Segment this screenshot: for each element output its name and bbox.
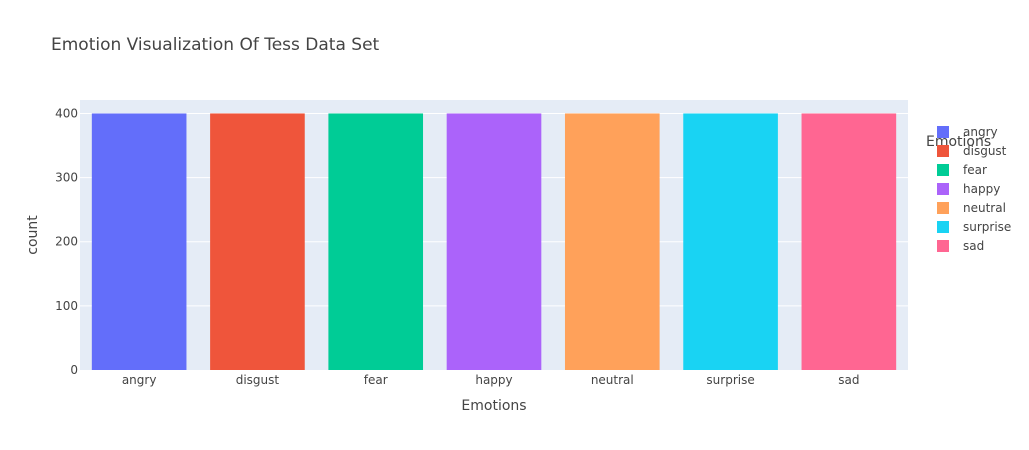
chart-title: Emotion Visualization Of Tess Data Set [51, 35, 380, 55]
legend-label[interactable]: sad [963, 239, 984, 253]
legend-swatch-surprise[interactable] [937, 221, 949, 233]
legend-label[interactable]: fear [963, 163, 987, 177]
legend-swatch-angry[interactable] [937, 126, 949, 138]
bar-disgust[interactable] [210, 113, 305, 371]
legend-label[interactable]: happy [963, 182, 1000, 196]
legend-swatch-fear[interactable] [937, 164, 949, 176]
bar-surprise[interactable] [683, 113, 778, 371]
legend-label[interactable]: neutral [963, 201, 1006, 215]
y-axis-title: count [25, 215, 41, 255]
legend-label[interactable]: angry [963, 125, 998, 139]
y-tick-label: 100 [55, 299, 78, 313]
x-tick-label: fear [364, 373, 388, 387]
x-axis-title: Emotions [461, 398, 526, 414]
x-tick-label: happy [475, 373, 512, 387]
x-axis-ticks: angry disgust fear happy neutral surprise sad [122, 373, 860, 387]
bar-neutral[interactable] [564, 113, 660, 371]
bar-angry[interactable] [91, 113, 187, 371]
legend-swatch-disgust[interactable] [937, 145, 949, 157]
y-axis-ticks: 0 100 200 300 400 [55, 106, 78, 377]
legend-swatch-happy[interactable] [937, 183, 949, 195]
bar-fear[interactable] [328, 113, 424, 371]
legend-label[interactable]: disgust [963, 144, 1007, 158]
bar-happy[interactable] [446, 113, 542, 371]
y-tick-label: 400 [55, 106, 78, 120]
bar-sad[interactable] [801, 113, 897, 371]
legend-swatch-sad[interactable] [937, 240, 949, 252]
bars [91, 113, 897, 371]
x-tick-label: disgust [236, 373, 280, 387]
legend-swatch-neutral[interactable] [937, 202, 949, 214]
legend-label[interactable]: surprise [963, 220, 1011, 234]
x-tick-label: sad [838, 373, 859, 387]
x-tick-label: neutral [591, 373, 634, 387]
y-tick-label: 200 [55, 235, 78, 249]
x-tick-label: angry [122, 373, 157, 387]
x-tick-label: surprise [706, 373, 754, 387]
y-tick-label: 0 [70, 363, 78, 377]
y-tick-label: 300 [55, 171, 78, 185]
legend: Emotions angrydisgustfearhappyneutralsur… [926, 125, 1011, 253]
